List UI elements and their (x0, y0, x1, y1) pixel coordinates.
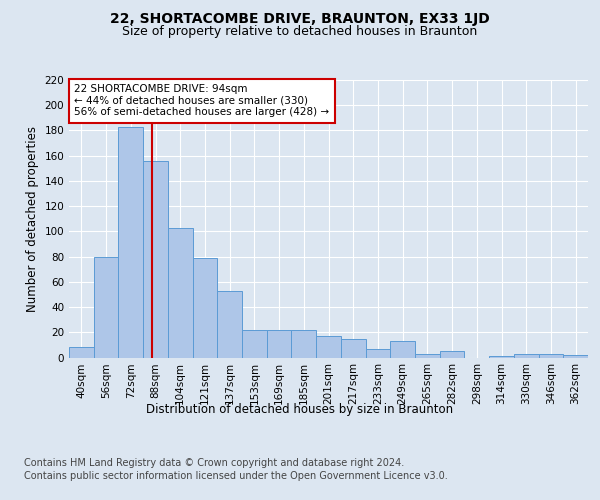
Text: 22 SHORTACOMBE DRIVE: 94sqm
← 44% of detached houses are smaller (330)
56% of se: 22 SHORTACOMBE DRIVE: 94sqm ← 44% of det… (74, 84, 329, 117)
Bar (143, 160, 168, 358)
Bar (316, 336, 341, 357)
Text: Contains HM Land Registry data © Crown copyright and database right 2024.: Contains HM Land Registry data © Crown c… (24, 458, 404, 468)
Bar (341, 338, 365, 357)
Bar (242, 330, 267, 357)
Y-axis label: Number of detached properties: Number of detached properties (26, 126, 39, 312)
Text: 22, SHORTACOMBE DRIVE, BRAUNTON, EX33 1JD: 22, SHORTACOMBE DRIVE, BRAUNTON, EX33 1J… (110, 12, 490, 26)
Text: Contains public sector information licensed under the Open Government Licence v3: Contains public sector information licen… (24, 471, 448, 481)
Bar (390, 341, 415, 357)
Bar (217, 290, 242, 358)
Bar (539, 354, 563, 358)
Text: Distribution of detached houses by size in Braunton: Distribution of detached houses by size … (146, 402, 454, 415)
Bar (193, 258, 217, 358)
Bar (514, 354, 539, 358)
Bar (489, 356, 514, 358)
Bar (69, 348, 94, 358)
Bar (365, 348, 390, 358)
Text: Size of property relative to detached houses in Braunton: Size of property relative to detached ho… (122, 25, 478, 38)
Bar (94, 256, 118, 358)
Bar (267, 330, 292, 357)
Bar (415, 354, 440, 358)
Bar (563, 355, 588, 358)
Bar (292, 330, 316, 357)
Bar (440, 351, 464, 358)
Bar (118, 126, 143, 358)
Bar (168, 228, 193, 358)
